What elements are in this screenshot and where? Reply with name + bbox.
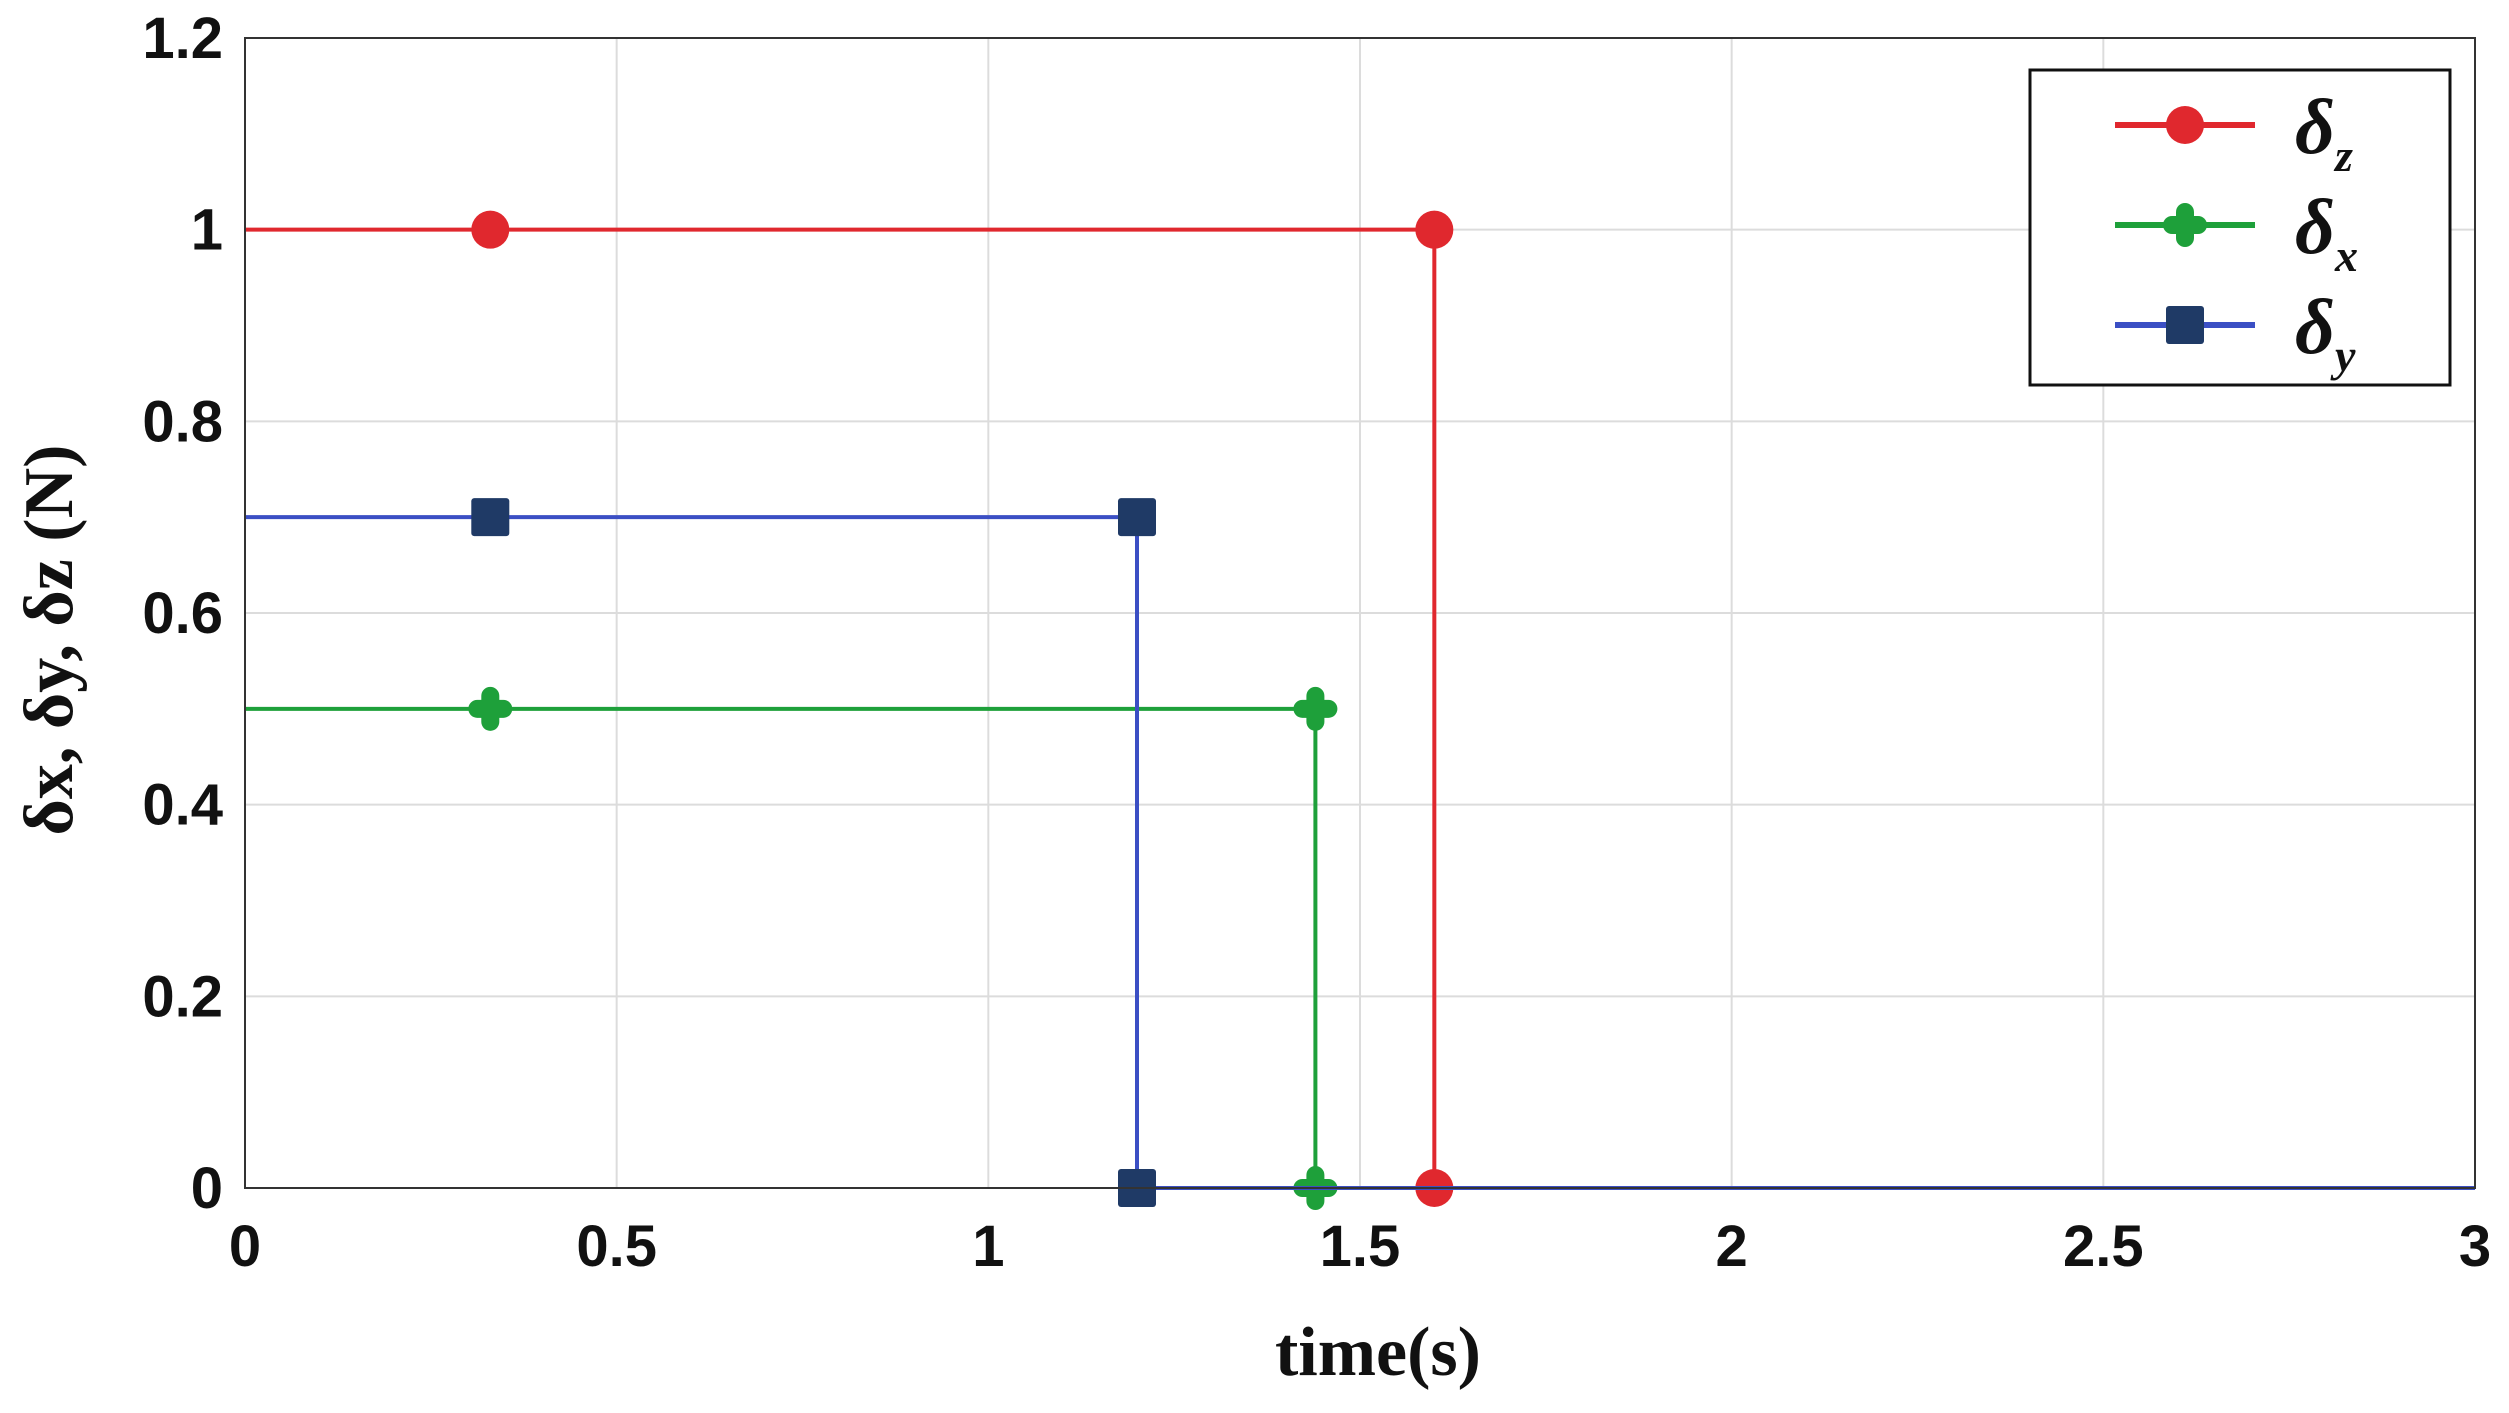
x-axis-label: time(s) bbox=[1275, 1314, 1481, 1391]
data-point-delta-x bbox=[1293, 686, 1338, 731]
y-axis-label: δx, δy, δz (N) bbox=[11, 445, 88, 836]
data-point-delta-z bbox=[1415, 210, 1454, 249]
y-tick-label: 1 bbox=[191, 198, 223, 263]
y-tick-label: 0.2 bbox=[142, 964, 223, 1029]
y-tick-label: 0.6 bbox=[142, 581, 223, 646]
legend-marker bbox=[2166, 306, 2204, 344]
x-tick-label: 1.5 bbox=[1320, 1214, 1401, 1279]
x-tick-label: 1 bbox=[972, 1214, 1004, 1279]
y-tick-label: 0 bbox=[191, 1156, 223, 1221]
plot-frame bbox=[244, 37, 2476, 1189]
legend-item-delta-x: δx bbox=[2115, 183, 2358, 281]
legend-label: δy bbox=[2295, 283, 2356, 381]
x-tick-label: 0.5 bbox=[576, 1214, 657, 1279]
legend-label: δz bbox=[2295, 83, 2353, 181]
legend-marker bbox=[2166, 106, 2204, 144]
x-tick-label: 0 bbox=[229, 1214, 261, 1279]
y-tick-label: 0.4 bbox=[142, 773, 223, 838]
x-tick-label: 3 bbox=[2459, 1214, 2491, 1279]
y-tick-label: 1.2 bbox=[142, 6, 223, 71]
y-tick-labels: 0 0.2 0.4 0.6 0.8 1 1.2 bbox=[142, 6, 223, 1221]
y-tick-label: 0.8 bbox=[142, 389, 223, 454]
legend-item-delta-y: δy bbox=[2115, 283, 2356, 381]
data-point-delta-y bbox=[471, 498, 510, 537]
x-tick-labels: 0 0.5 1 1.5 2 2.5 3 bbox=[229, 1214, 2491, 1279]
legend-marker bbox=[2163, 203, 2207, 247]
data-point-delta-y bbox=[1118, 498, 1156, 537]
x-tick-label: 2.5 bbox=[2063, 1214, 2144, 1279]
data-point-delta-x bbox=[468, 686, 513, 731]
legend-label: δx bbox=[2295, 183, 2358, 281]
legend-item-delta-z: δz bbox=[2115, 83, 2353, 181]
data-point-delta-z bbox=[471, 210, 510, 249]
x-tick-label: 2 bbox=[1716, 1214, 1748, 1279]
